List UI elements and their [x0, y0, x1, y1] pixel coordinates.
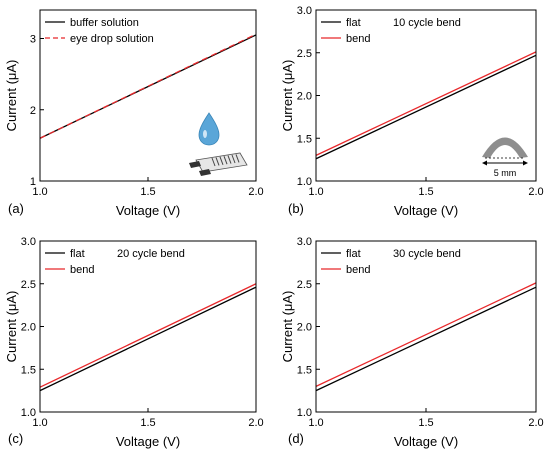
panel-c-x-tick-label: 1.0 [32, 417, 47, 429]
panel-c-series-1-line [40, 286, 256, 392]
panel-a-legend-label-1: buffer solution [70, 17, 139, 29]
bend-radius-illustration: 5 mm [482, 137, 528, 178]
panel-d-y-tick-label: 2.0 [297, 322, 312, 334]
panel-a-label: (a) [8, 201, 24, 216]
panel-a-y-tick-label: 3 [30, 34, 36, 46]
panel-c-y-tick-label: 3.0 [21, 236, 36, 248]
water-drop-icon [198, 112, 220, 146]
sensor-electrode-finger [211, 157, 216, 167]
panel-b-x-tick-label: 1.5 [418, 186, 433, 198]
bend-dimension-label: 5 mm [494, 168, 517, 178]
panel-c-label: (c) [8, 431, 23, 446]
sensor-electrode-finger [227, 155, 232, 164]
panel-d-annotation: 30 cycle bend [393, 248, 461, 260]
panel-c: 1.0 1.5 2.0 1.0 1.5 2.0 2.5 3.0 Voltage (V) Curre… [4, 236, 264, 449]
panel-d-y-tick-label: 2.5 [297, 279, 312, 291]
panel-d-y-tick-label: 3.0 [297, 236, 312, 248]
panel-b-y-tick-label: 3.0 [297, 5, 312, 17]
dimension-arrowhead-left [482, 160, 487, 166]
sensor-pad-upper [189, 161, 201, 168]
panel-c-series-2-line [40, 283, 256, 388]
sensor-electrode-finger [231, 154, 236, 164]
panel-a-legend-label-2: eye drop solution [70, 33, 154, 45]
panel-b-series-1-line [316, 54, 536, 160]
panel-b-legend-label-2: bend [346, 33, 370, 45]
bent-film-icon [482, 137, 528, 158]
sensor-electrode-finger [223, 156, 228, 165]
panel-c-legend-label-1: flat [70, 248, 85, 260]
panel-d-legend-label-2: bend [346, 264, 370, 276]
sensor-pad-lower [199, 169, 211, 176]
panel-c-x-tick-label: 2.0 [248, 417, 263, 429]
panel-c-y-tick-label: 2.5 [21, 279, 36, 291]
panel-b-y-tick-label: 1.0 [297, 176, 312, 188]
panel-b-x-axis-title: Voltage (V) [394, 203, 458, 218]
panel-d-series-1-line [316, 286, 536, 392]
panel-d-x-tick-label: 1.5 [418, 417, 433, 429]
water-drop-highlight [203, 130, 207, 138]
eye-drop-sensor-illustration [189, 112, 248, 176]
panel-d-x-tick-label: 2.0 [528, 417, 543, 429]
panel-b-legend-label-1: flat [346, 17, 361, 29]
panel-a-y-axis-title: Current (μA) [4, 60, 19, 132]
panel-c-x-axis-title: Voltage (V) [116, 434, 180, 449]
panel-b-annotation: 10 cycle bend [393, 17, 461, 29]
panel-c-y-tick-label: 2.0 [21, 322, 36, 334]
panel-d-legend-label-1: flat [346, 248, 361, 260]
panel-d-series-2-line [316, 282, 536, 387]
panel-b-y-axis-title: Current (μA) [280, 60, 295, 132]
sensor-electrode-finger [215, 157, 220, 166]
panel-c-x-tick-label: 1.5 [140, 417, 155, 429]
panel-a-series-1-line [40, 34, 256, 139]
dimension-arrowhead-right [523, 160, 528, 166]
panel-d-y-tick-label: 1.0 [297, 407, 312, 419]
panel-b-y-tick-label: 1.5 [297, 133, 312, 145]
sensor-electrode-finger [235, 154, 240, 163]
panel-a: 1.0 1.5 2.0 1 2 3 Voltage (V) Current (μA) (a) bu… [4, 9, 264, 218]
panel-d-x-tick-label: 1.0 [308, 417, 323, 429]
panel-c-legend-label-2: bend [70, 264, 94, 276]
panel-c-y-tick-label: 1.0 [21, 407, 36, 419]
sensor-board-icon [195, 152, 248, 173]
panel-b-series-2-line [316, 51, 536, 156]
panel-a-x-tick-label: 1.0 [32, 186, 47, 198]
panel-b-x-tick-label: 1.0 [308, 186, 323, 198]
panel-a-x-tick-label: 1.5 [140, 186, 155, 198]
sensor-electrode-finger [219, 156, 224, 165]
panel-a-x-tick-label: 2.0 [248, 186, 263, 198]
panel-a-y-tick-label: 1 [30, 176, 36, 188]
panel-b: 1.0 1.5 2.0 1.0 1.5 2.0 2.5 3.0 Voltage (V) Curre… [280, 5, 544, 218]
panel-b-x-tick-label: 2.0 [528, 186, 543, 198]
panel-c-y-tick-label: 1.5 [21, 364, 36, 376]
panel-a-x-axis-title: Voltage (V) [116, 203, 180, 218]
panel-c-y-axis-title: Current (μA) [4, 291, 19, 363]
panel-b-label: (b) [288, 201, 304, 216]
panel-d-x-axis-title: Voltage (V) [394, 434, 458, 449]
panel-a-y-tick-label: 2 [30, 105, 36, 117]
panel-c-annotation: 20 cycle bend [117, 248, 185, 260]
panel-b-y-tick-label: 2.0 [297, 91, 312, 103]
panel-d-label: (d) [288, 431, 304, 446]
panel-d-y-tick-label: 1.5 [297, 364, 312, 376]
panel-d-y-axis-title: Current (μA) [280, 291, 295, 363]
panel-b-y-tick-label: 2.5 [297, 48, 312, 60]
panel-d: 1.0 1.5 2.0 1.0 1.5 2.0 2.5 3.0 Voltage (V) Curre… [280, 236, 544, 449]
